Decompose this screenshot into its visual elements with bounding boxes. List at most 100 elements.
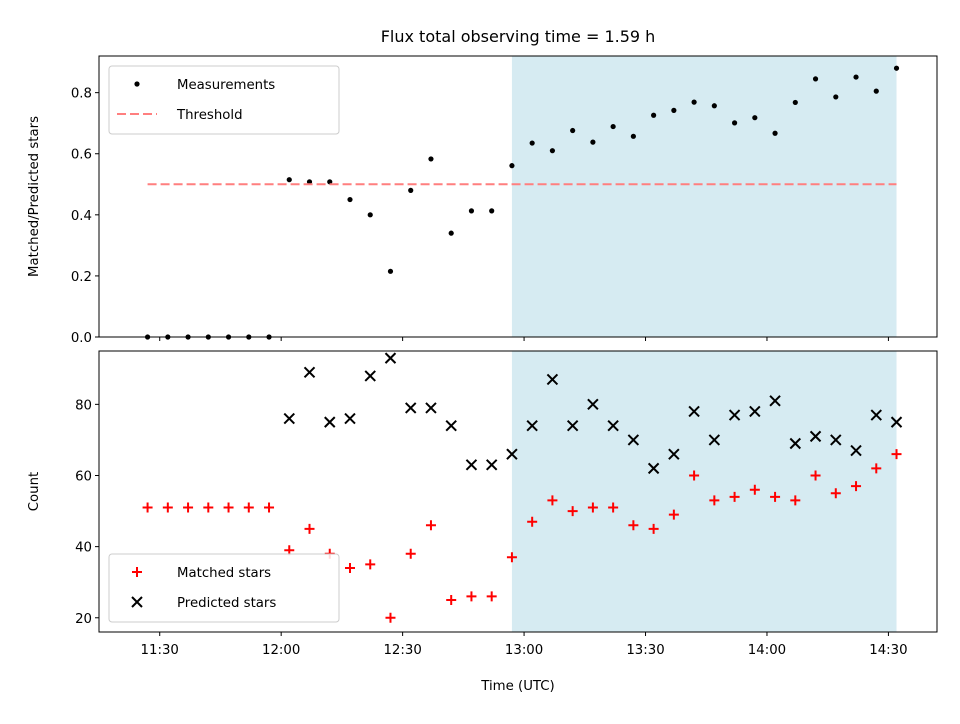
y-tick-label: 0.8 <box>71 87 92 102</box>
legend-box <box>108 553 340 623</box>
predicted-star-point <box>607 419 619 432</box>
predicted-star-point <box>506 448 518 460</box>
measurement-point <box>691 99 697 105</box>
y-tick-label: 60 <box>75 469 92 484</box>
predicted-star-point <box>303 366 316 379</box>
legend-label: Threshold <box>176 108 243 123</box>
predicted-star-point <box>688 405 700 418</box>
predicted-star-point <box>384 352 397 364</box>
predicted-star-point <box>809 430 822 443</box>
matched-star-point <box>810 470 821 481</box>
measurement-point <box>286 177 292 183</box>
predicted-star-point <box>364 370 376 382</box>
top-y-ticks: 0.0 0.2 0.4 0.6 0.8 <box>71 87 99 346</box>
matched-star-point <box>749 484 760 495</box>
measurement-point <box>630 133 636 139</box>
x-axis-label: Time (UTC) <box>480 679 555 694</box>
matched-star-point <box>729 491 740 502</box>
predicted-star-point <box>668 448 680 460</box>
matched-star-point <box>830 488 841 499</box>
matched-star-point <box>162 502 173 513</box>
measurement-point <box>570 127 576 134</box>
matched-star-point <box>365 559 376 570</box>
predicted-star-point <box>728 409 741 421</box>
predicted-star-point <box>485 459 498 471</box>
bottom-y-axis-label: Count <box>27 472 42 512</box>
matched-star-point <box>628 520 639 531</box>
matched-star-point <box>689 470 700 481</box>
bottom-axes-frame <box>98 350 938 633</box>
measurement-point <box>752 115 758 121</box>
predicted-star-point <box>890 416 903 428</box>
predicted-star-point <box>425 402 437 414</box>
bottom-legend: Matched stars Predicted stars <box>108 553 340 623</box>
predicted-star-point <box>405 402 417 414</box>
predicted-star-point <box>647 462 660 475</box>
bottom-x-ticks: 11:30 12:00 12:30 13:00 13:30 14:00 14:30 <box>141 632 908 658</box>
measurement-point <box>792 99 798 106</box>
predicted-star-point <box>769 395 781 407</box>
measurement-point <box>610 123 616 130</box>
x-tick-label: 12:00 <box>262 643 300 658</box>
x-tick-label: 11:30 <box>141 643 179 658</box>
top-shaded-span <box>511 56 897 337</box>
matched-star-point <box>446 594 457 605</box>
matched-star-point <box>567 506 578 517</box>
matched-star-point <box>385 612 396 623</box>
y-tick-label: 0.2 <box>71 270 92 285</box>
top-y-axis-label: Matched/Predicted stars <box>27 116 42 277</box>
matched-star-point <box>203 502 214 513</box>
y-tick-label: 0.6 <box>71 148 92 163</box>
x-tick-label: 14:00 <box>748 643 786 658</box>
measurement-point <box>489 208 495 214</box>
matched-star-point <box>183 502 194 513</box>
measurement-point <box>529 140 535 146</box>
predicted-star-point <box>627 434 640 446</box>
matched-star-point <box>891 449 902 460</box>
legend-matched-swatch <box>132 567 142 577</box>
predicted-star-point <box>324 416 336 428</box>
measurement-point <box>408 187 414 193</box>
predicted-star-point <box>445 419 457 432</box>
y-tick-label: 0.4 <box>71 209 92 224</box>
measurement-point <box>853 74 859 80</box>
matched-star-point <box>790 495 801 506</box>
y-tick-label: 20 <box>75 612 92 627</box>
predicted-star-point <box>546 373 559 386</box>
measurement-point <box>772 130 778 136</box>
measurement-point <box>347 196 353 203</box>
predicted-star-point <box>344 412 356 425</box>
legend-label: Measurements <box>177 78 275 93</box>
top-panel: 0.00.20.40.60.8 Matched/Predicted stars … <box>27 55 938 346</box>
matched-star-point <box>264 502 275 513</box>
measurement-point <box>671 107 677 113</box>
matched-star-point <box>648 523 659 534</box>
predicted-star-point <box>283 412 295 425</box>
matched-star-point <box>486 591 497 602</box>
predicted-star-point <box>749 405 761 418</box>
matched-star-point <box>668 509 679 520</box>
y-tick-label: 0.0 <box>71 331 92 346</box>
measurement-point <box>873 88 879 94</box>
matched-star-point <box>527 516 538 527</box>
matched-star-point <box>405 548 416 559</box>
matched-star-point <box>425 520 436 531</box>
measurement-point <box>448 230 454 236</box>
measurement-point <box>428 156 434 162</box>
measurement-point <box>509 163 515 169</box>
bottom-y-ticks: 20 40 60 80 <box>75 398 99 627</box>
measurement-point <box>893 65 900 71</box>
matched-star-point <box>466 591 477 602</box>
matched-star-point <box>587 502 598 513</box>
matched-star-point <box>506 552 517 563</box>
x-tick-label: 13:00 <box>505 643 543 658</box>
matched-star-point <box>608 502 619 513</box>
matched-star-point <box>547 495 558 506</box>
measurement-point <box>812 76 819 82</box>
measurement-point <box>468 208 475 214</box>
measurement-point <box>711 103 717 109</box>
matched-star-point <box>344 562 355 573</box>
